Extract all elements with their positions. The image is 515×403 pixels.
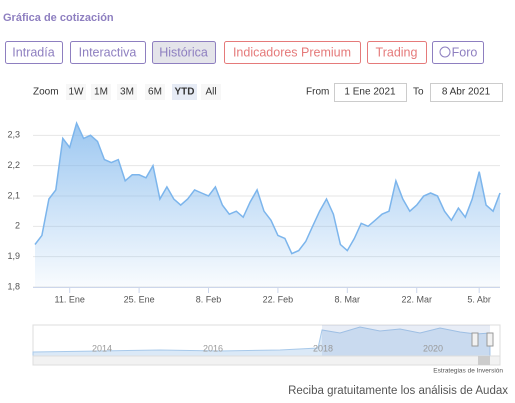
tab-label[interactable]: Indicadores Premium — [233, 45, 351, 59]
y-tick-label: 1,8 — [7, 281, 20, 291]
x-tick-label: 8. Feb — [196, 294, 222, 304]
from-value: 1 Ene 2021 — [344, 87, 396, 98]
to-input[interactable] — [430, 83, 503, 102]
x-tick-label: 25. Ene — [124, 294, 155, 304]
zoom-button[interactable] — [91, 84, 111, 100]
to-label: To — [413, 87, 424, 98]
y-tick-label: 2 — [15, 221, 20, 231]
zoom-button[interactable] — [145, 84, 165, 100]
zoom-button[interactable] — [172, 84, 197, 100]
zoom-button-label[interactable]: 1M — [94, 87, 108, 98]
zoom-button-label[interactable]: 1W — [69, 87, 85, 98]
navigator-handle[interactable] — [471, 332, 479, 347]
navigator — [32, 324, 501, 366]
from-label: From — [306, 87, 329, 98]
x-tick-label: 11. Ene — [55, 294, 85, 304]
scrollbar-thumb[interactable] — [478, 356, 490, 365]
navigator-label: 2014 — [92, 343, 112, 353]
to-value: 8 Abr 2021 — [442, 87, 491, 98]
y-tick-label: 2,1 — [7, 190, 20, 200]
x-tick-label: 22. Feb — [263, 294, 294, 304]
tab[interactable] — [367, 41, 427, 64]
footer[interactable]: Reciba gratuitamente los análisis de Aud… — [288, 385, 508, 397]
tab-label[interactable]: Foro — [452, 45, 478, 59]
line — [34, 121, 501, 255]
x-tick-label: 22. Mar — [401, 294, 432, 304]
navigator-label: 2020 — [423, 343, 443, 353]
x-tick-label: 8. Mar — [335, 294, 361, 304]
zoom-button-label[interactable]: All — [205, 87, 216, 98]
zoom-button[interactable] — [201, 84, 221, 100]
title: Gráfica de cotización — [3, 12, 114, 24]
zoom-button[interactable] — [117, 84, 137, 100]
zoom-label: Zoom — [33, 87, 59, 98]
tab[interactable] — [224, 41, 361, 64]
tab[interactable] — [152, 41, 216, 64]
area — [35, 123, 500, 287]
navigator-label: 2018 — [313, 343, 333, 353]
zoom-button-label[interactable]: 3M — [120, 87, 134, 98]
y-tick-label: 2,2 — [7, 160, 20, 170]
navigator-mask — [322, 325, 490, 356]
y-tick-label: 1,9 — [7, 251, 20, 261]
tab[interactable] — [70, 41, 146, 64]
tab-label[interactable]: Trading — [376, 45, 418, 59]
credits: Estrategias de Inversión — [433, 368, 503, 375]
x-tick-label: 5. Abr — [467, 294, 491, 304]
zoom-button-label[interactable]: 6M — [148, 87, 162, 98]
tab[interactable] — [5, 41, 63, 64]
navigator-label: 2016 — [203, 343, 223, 353]
forum-icon — [439, 46, 451, 58]
tab-label[interactable]: Interactiva — [79, 45, 137, 59]
y-tick-label: 2,3 — [7, 130, 20, 140]
tab-label[interactable]: Intradía — [12, 45, 54, 59]
scrollbar[interactable] — [32, 355, 501, 366]
zoom-button[interactable] — [66, 84, 86, 100]
navigator-handle[interactable] — [486, 332, 494, 347]
from-input[interactable] — [334, 83, 407, 102]
zoom-button-label[interactable]: YTD — [175, 87, 195, 98]
tab-label[interactable]: Histórica — [159, 45, 208, 59]
